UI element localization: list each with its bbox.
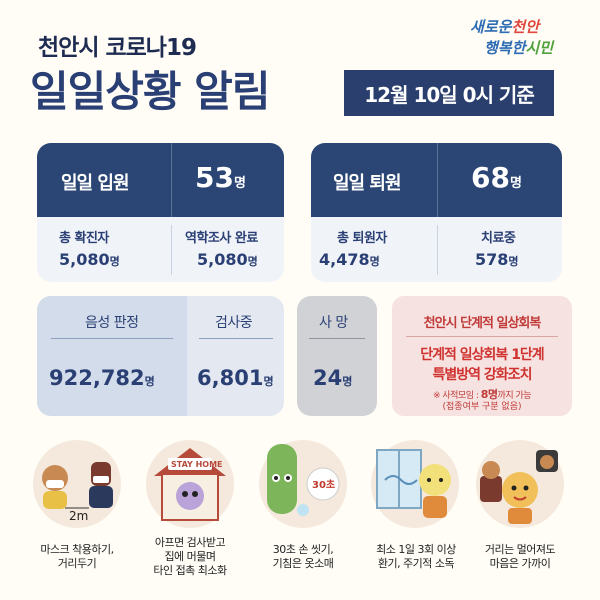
daily-discharge-value: 68명 — [471, 161, 522, 194]
value-number: 578 — [475, 250, 509, 269]
daily-admission-label: 일일 입원 — [61, 173, 130, 194]
divider — [199, 338, 273, 339]
ventilation-icon — [376, 449, 451, 518]
hand-wash-illustration: 30초 — [259, 440, 347, 528]
distance-label: 2m — [69, 509, 88, 523]
value-number: 6,801 — [197, 366, 264, 390]
stay-home-icon: STAY HOME — [154, 448, 226, 521]
tip-caption-hand-wash: 30초 손 씻기, 기침은 옷소매 — [272, 543, 334, 570]
discharge-header: 일일 퇴원 68명 — [311, 143, 562, 217]
seconds-label: 30초 — [312, 478, 335, 491]
admission-header: 일일 입원 53명 — [37, 143, 284, 217]
unit: 명 — [247, 255, 258, 268]
mask-distance-illustration: 2m — [33, 440, 121, 528]
tip-caption-heart-distance: 거리는 멀어져도 마음은 가까이 — [484, 543, 556, 570]
tip-caption-stay-home: 아프면 검사받고 집에 머물며 타인 접촉 최소화 — [153, 536, 227, 577]
stay-home-sign: STAY HOME — [171, 460, 223, 469]
heart-distance-icon — [480, 450, 558, 524]
daily-discharge-label: 일일 퇴원 — [333, 173, 402, 194]
divider — [437, 143, 438, 217]
deaths-label: 사 망 — [319, 315, 348, 331]
divider — [171, 225, 172, 275]
value-number: 53 — [195, 161, 234, 194]
date-badge: 12월 10일 0시 기준 — [344, 70, 554, 116]
negative-value: 922,782명 — [49, 366, 155, 390]
logo-word: 행복한 — [484, 39, 526, 57]
notice-line-1: 단계적 일상회복 1단계 — [420, 347, 544, 363]
discharge-card: 일일 퇴원 68명 총 퇴원자 4,478명 치료중 578명 — [311, 143, 562, 282]
notice-line-2: 특별방역 강화조치 — [432, 367, 533, 383]
discharge-details: 총 퇴원자 4,478명 치료중 578명 — [311, 217, 562, 282]
value-number: 24 — [313, 366, 343, 390]
tip-caption-ventilation: 최소 1일 3회 이상 환기, 주기적 소독 — [376, 543, 456, 570]
daily-admission-value: 53명 — [195, 161, 246, 194]
value-number: 5,080 — [197, 250, 248, 269]
admission-card: 일일 입원 53명 총 확진자 5,080명 역학조사 완료 5,080명 — [37, 143, 284, 282]
notice-text: ※ 사적모임 : — [432, 391, 479, 401]
value-number: 922,782 — [49, 366, 145, 390]
total-confirmed-value: 5,080명 — [59, 250, 120, 269]
notice-line-3: ※ 사적모임 : 8명까지 가능 — [392, 386, 572, 402]
stay-home-illustration: STAY HOME — [146, 440, 234, 528]
notice-line-4: (접종여부 구분 없음) — [442, 402, 522, 412]
hand-wash-icon: 30초 — [267, 444, 340, 516]
tests-card: 음성 판정 922,782명 검사중 6,801명 — [37, 296, 284, 416]
logo-word-accent: 시민 — [525, 39, 554, 57]
unit: 명 — [369, 255, 380, 268]
recovery-notice-card: 천안시 단계적 일상회복 단계적 일상회복 1단계 특별방역 강화조치 ※ 사적… — [392, 296, 572, 416]
city-slogan-logo: 새로운천안 행복한시민 — [470, 16, 582, 60]
heart-distance-illustration — [476, 440, 564, 528]
page-title: 일일상황 알림 — [30, 67, 270, 116]
value-number: 5,080 — [59, 250, 110, 269]
negative-panel — [37, 296, 187, 416]
testing-label: 검사중 — [215, 315, 253, 331]
admission-details: 총 확진자 5,080명 역학조사 완료 5,080명 — [37, 217, 284, 282]
unit: 명 — [342, 375, 353, 388]
mask-distance-icon: 2m — [42, 462, 113, 523]
value-number: 4,478 — [319, 250, 370, 269]
notice-emphasis: 8명 — [480, 388, 498, 401]
divider — [171, 143, 172, 217]
unit: 명 — [509, 176, 522, 191]
unit: 명 — [508, 255, 519, 268]
logo-word-accent: 천안 — [511, 18, 540, 36]
in-treatment-value: 578명 — [475, 250, 519, 269]
tip-caption-mask: 마스크 착용하기, 거리두기 — [40, 543, 114, 570]
negative-label: 음성 판정 — [85, 315, 139, 331]
divider — [51, 338, 173, 339]
epi-survey-label: 역학조사 완료 — [185, 231, 258, 246]
logo-word: 새로운 — [470, 18, 512, 36]
testing-value: 6,801명 — [197, 366, 274, 390]
sub-title: 천안시 코로나19 — [38, 35, 197, 61]
unit: 명 — [233, 176, 246, 191]
total-confirmed-label: 총 확진자 — [59, 231, 109, 246]
total-discharged-label: 총 퇴원자 — [337, 231, 387, 246]
deaths-card: 사 망 24명 — [297, 296, 377, 416]
divider — [406, 336, 558, 337]
unit: 명 — [263, 375, 274, 388]
total-discharged-value: 4,478명 — [319, 250, 380, 269]
notice-text: 까지 가능 — [497, 391, 532, 401]
value-number: 68 — [471, 161, 510, 194]
epi-survey-value: 5,080명 — [197, 250, 258, 269]
in-treatment-label: 치료중 — [481, 231, 516, 246]
unit: 명 — [144, 375, 155, 388]
divider — [309, 338, 365, 339]
deaths-value: 24명 — [313, 366, 352, 390]
divider — [437, 225, 438, 275]
ventilation-illustration — [371, 440, 459, 528]
notice-title: 천안시 단계적 일상회복 — [423, 316, 542, 331]
unit: 명 — [109, 255, 120, 268]
